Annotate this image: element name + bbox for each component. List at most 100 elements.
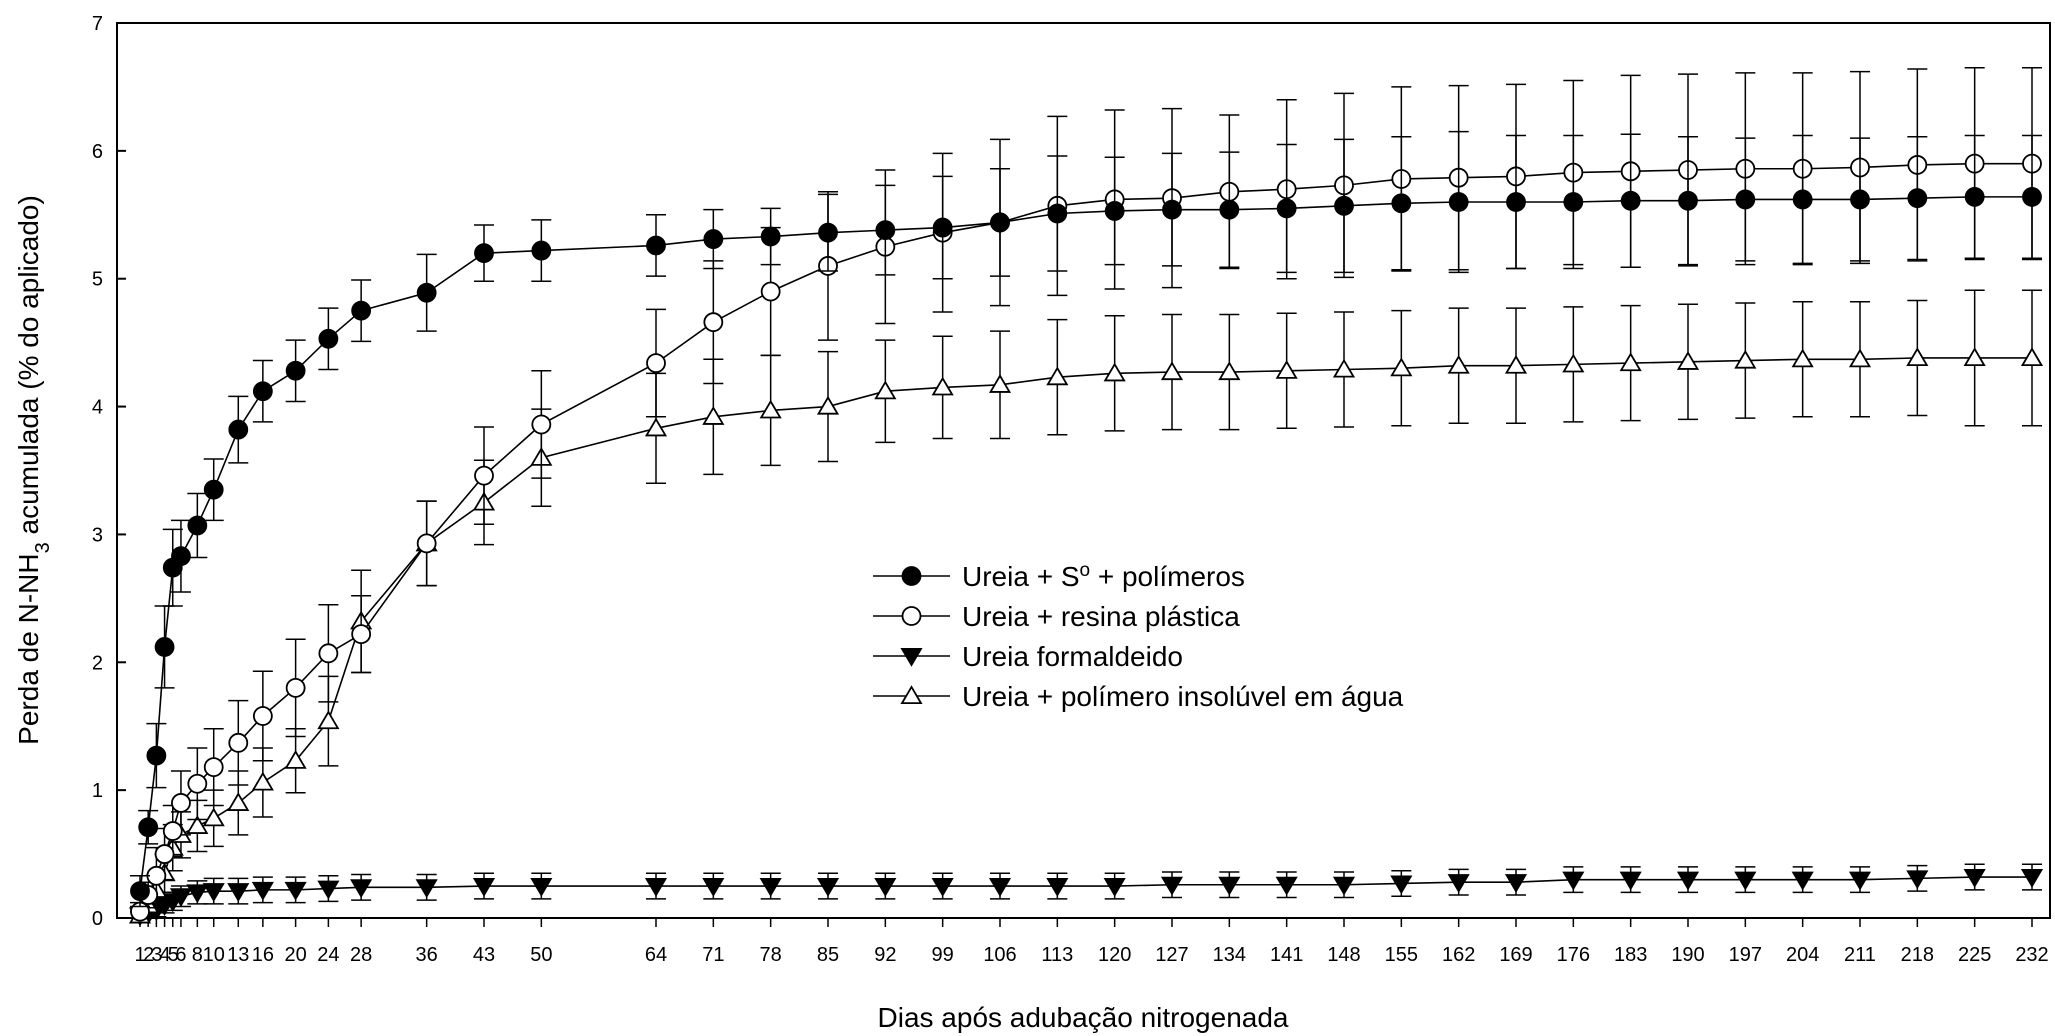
data-point [1848,871,1872,891]
x-tick-label: 141 [1270,944,1303,966]
x-tick-label: 197 [1729,944,1762,966]
data-point [154,637,175,657]
x-tick-label: 92 [874,944,896,966]
data-point [1562,871,1585,891]
data-point [1964,186,1985,207]
x-tick-label: 99 [932,944,954,966]
data-point [154,844,175,864]
data-point [703,229,724,249]
data-point [1619,352,1642,372]
x-tick-label: 50 [530,944,552,966]
data-point [284,749,307,769]
data-point [874,380,897,400]
data-point [1046,366,1069,386]
data-point [1447,874,1470,894]
y-tick-label: 7 [92,13,103,35]
x-tick-label: 85 [817,944,839,966]
x-tick-label: 43 [473,944,495,966]
data-point [1963,869,1986,888]
data-point [531,240,552,261]
legend-label: Ureia + So + polímeros [962,560,1245,593]
data-point [1907,188,1928,209]
y-tick-label: 0 [92,908,103,930]
data-point [1447,354,1470,374]
x-axis-title: Dias após adubação nitrogenada [878,1002,1289,1033]
legend-marker [901,566,922,586]
data-point [186,815,209,834]
data-point [130,881,150,902]
y-tick-label: 6 [92,141,103,163]
data-point [1275,359,1298,379]
data-point [2022,186,2042,207]
x-tick-label: 8 [192,944,203,966]
data-point [932,217,953,238]
x-tick-label: 113 [1041,944,1073,966]
data-point [1047,203,1068,224]
y-tick-label: 3 [92,524,103,546]
x-tick-label: 5 [168,944,179,966]
data-point [1218,876,1241,896]
data-point [251,771,274,791]
data-point [138,817,159,838]
data-point [1963,347,1986,367]
x-tick-label: 78 [760,944,782,966]
x-tick-label: 28 [350,944,372,966]
data-point [318,643,339,664]
data-point [252,381,273,402]
y-axis-title: Perda de N-NH3 acumulada (% do aplicado) [13,195,54,745]
legend-label: Ureia + resina plástica [962,601,1240,632]
data-point [1676,871,1700,891]
data-point [1791,871,1814,891]
data-point [530,878,553,897]
data-point [702,878,725,897]
x-tick-label: 10 [203,944,225,966]
data-point [818,222,838,243]
plot-frame [116,22,2051,919]
data-point [1390,357,1413,377]
y-tick-label: 2 [92,652,103,674]
data-point [1792,189,1813,210]
data-point [186,884,209,904]
data-point [1676,351,1700,370]
y-axis-title-subscript: 3 [32,542,54,553]
data-point [227,883,250,902]
x-tick-label: 211 [1844,944,1876,966]
data-point [988,374,1012,393]
data-point [1332,876,1356,896]
data-point [1678,190,1698,211]
data-point [171,793,191,813]
series-3 [128,863,2044,927]
data-point [702,405,725,425]
data-point [187,515,208,536]
data-point [644,878,668,897]
x-tick-label: 127 [1155,944,1188,966]
data-point [351,300,372,321]
data-point [1563,192,1584,212]
data-point [760,226,781,247]
x-tick-label: 3 [151,944,162,966]
data-point [416,533,437,554]
data-point [202,807,225,827]
data-point [1219,199,1240,220]
data-point [1850,189,1870,210]
legend-item: Ureia + resina plástica [873,601,1240,632]
data-point [1734,349,1757,369]
x-tick-label: 169 [1499,944,1532,966]
x-tick-label: 71 [702,944,724,966]
data-point [1391,193,1412,214]
x-tick-label: 13 [227,944,249,966]
x-tick-label: 218 [1901,944,1934,966]
legend-marker [901,606,922,626]
data-point [318,328,339,349]
x-tick-label: 162 [1442,944,1475,966]
data-point [759,399,782,419]
data-point [474,465,494,486]
data-point [703,312,724,333]
data-point [646,235,666,256]
x-tick-label: 225 [1958,944,1991,966]
data-point [1448,192,1469,212]
x-tick-label: 6 [175,944,186,966]
y-axis-title-part1: Perda de N-NH [13,553,44,744]
series-4 [128,289,2044,924]
